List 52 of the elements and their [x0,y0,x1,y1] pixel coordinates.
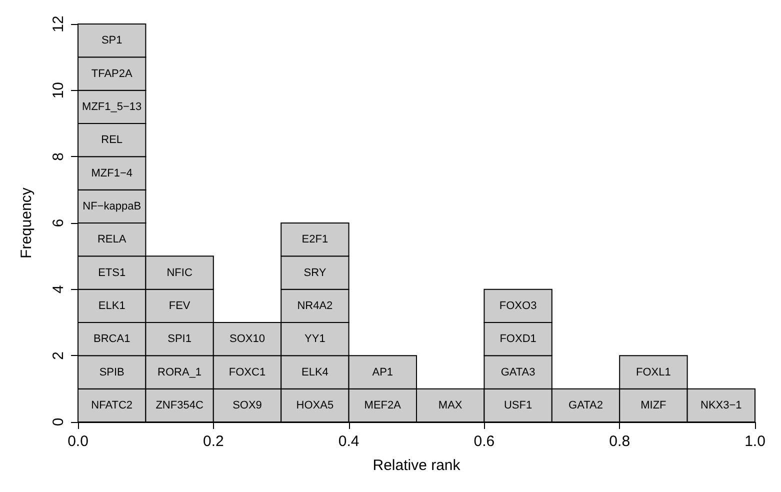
y-tick-label: 2 [50,351,67,360]
y-axis-title: Frequency [18,187,35,258]
data-label: NKX3−1 [700,399,742,412]
data-label: MAX [438,399,463,412]
data-label: GATA3 [500,366,536,378]
y-tick-label: 10 [50,82,67,99]
data-label: REL [101,134,123,146]
data-label: FOXC1 [228,366,266,378]
y-tick-label: 6 [50,218,67,228]
data-label: MIZF [640,399,667,412]
y-tick-label: 8 [50,152,67,161]
y-tick-label: 0 [50,418,67,426]
data-label: MZF1_5−13 [82,100,142,113]
data-label: BRCA1 [94,333,130,346]
data-label: SOX10 [230,333,265,346]
x-tick-label: 0.6 [474,433,495,450]
data-label: ELK1 [98,300,126,312]
data-label: USF1 [504,399,532,412]
data-label: NFATC2 [91,399,133,412]
data-label: FOXD1 [500,333,536,346]
data-label: ELK4 [301,366,328,378]
data-label: NR4A2 [297,300,333,312]
data-label: E2F1 [302,234,328,246]
data-label: YY1 [304,333,326,346]
data-label: SRY [304,266,327,279]
data-label: MEF2A [364,399,402,412]
data-label: HOXA5 [296,399,334,412]
x-tick-label: 0.4 [338,433,360,450]
data-label: SPI1 [168,333,192,346]
x-tick-label: 0.2 [202,433,224,450]
y-tick-label: 12 [50,16,67,32]
data-label: FOXL1 [636,366,671,378]
x-tick-label: 1.0 [744,433,766,450]
x-tick-label: 0.0 [68,433,88,450]
data-label: AP1 [372,366,394,378]
data-label: NFIC [166,266,192,279]
y-tick-label: 4 [50,285,67,294]
data-label: TFAP2A [91,68,133,80]
data-label: SOX9 [232,399,262,412]
data-label: GATA2 [568,399,603,412]
data-label: RELA [97,234,127,246]
data-label: SPIB [99,366,124,378]
x-tick-label: 0.8 [609,433,630,450]
data-label: FOXO3 [499,300,537,312]
data-label: NF−kappaB [82,200,142,212]
data-label: FEV [168,300,191,312]
data-label: SP1 [101,34,122,47]
data-label: RORA_1 [158,366,202,378]
data-label: MZF1−4 [91,167,132,180]
data-label: ZNF354C [156,399,204,412]
data-label: ETS1 [98,266,126,279]
x-axis-title: Relative rank [372,457,461,474]
